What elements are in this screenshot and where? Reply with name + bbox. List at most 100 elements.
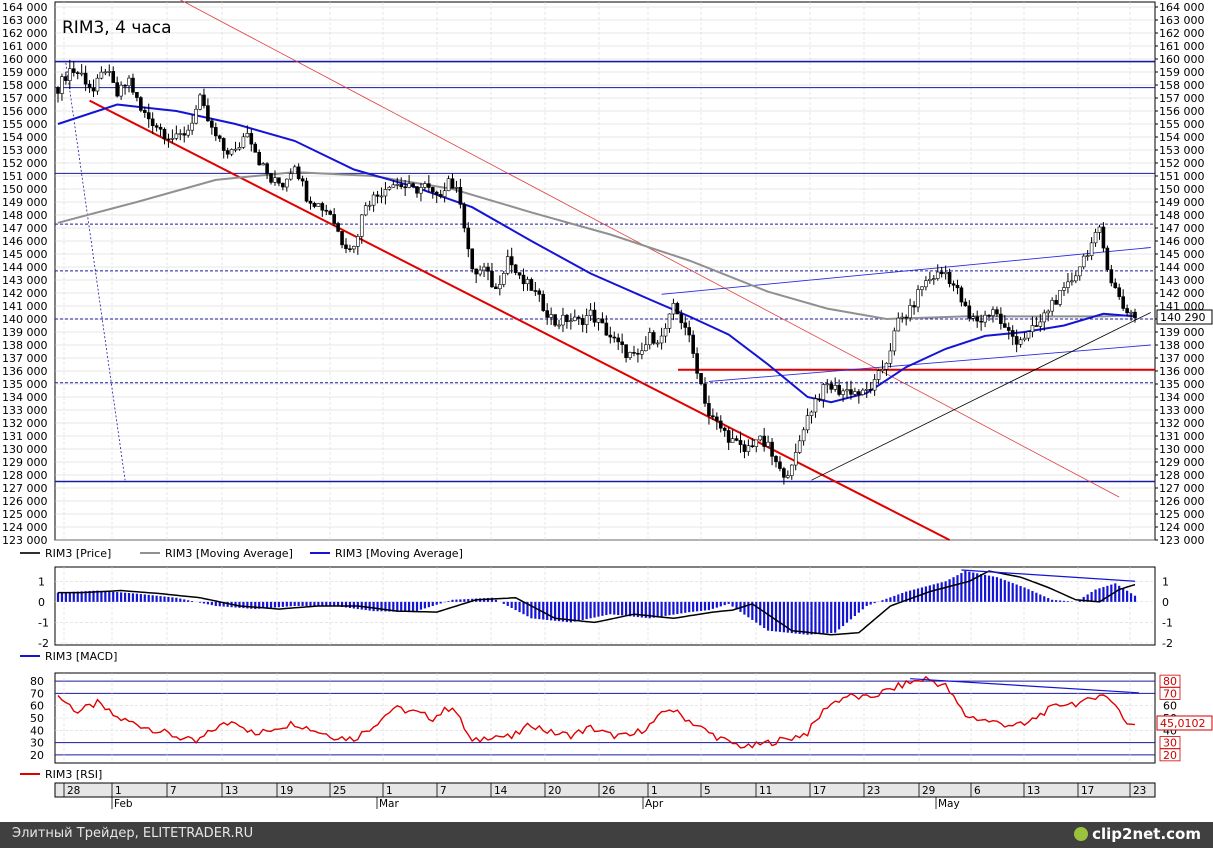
candle-body (722, 427, 727, 431)
candle-body (553, 314, 557, 326)
candle-body (1125, 308, 1129, 314)
candle-body (1085, 255, 1090, 257)
price-tick-left: 129 000 (2, 456, 48, 469)
candle-body (592, 309, 597, 323)
candle-body (912, 305, 916, 308)
candle-body (127, 77, 131, 87)
candle-body (257, 152, 261, 166)
candle-body (119, 84, 123, 97)
candle-body (939, 271, 944, 275)
candle-body (525, 279, 530, 285)
candle-body (190, 122, 194, 131)
candle-body (320, 203, 325, 211)
price-tick-right: 139 000 (1159, 326, 1205, 339)
candle-body (399, 184, 404, 188)
candle-body (797, 440, 802, 453)
candle-body (860, 389, 865, 395)
price-tick-right: 145 000 (1159, 248, 1205, 261)
candle-body (1129, 311, 1133, 314)
date-tick-label: 23 (1133, 785, 1146, 797)
price-tick-right: 148 000 (1159, 209, 1205, 222)
date-tick-label: 19 (280, 785, 293, 797)
candle-body (1113, 282, 1118, 289)
candle-body (1010, 330, 1015, 337)
candle-body (730, 438, 735, 443)
price-tick-right: 133 000 (1159, 404, 1205, 417)
legend-price: RIM3 [Price] (45, 547, 111, 560)
price-tick-left: 148 000 (2, 209, 48, 222)
candle-body (632, 352, 636, 354)
candle-body (490, 271, 494, 288)
candle-body (1054, 300, 1058, 305)
macd-tick-left: 1 (38, 575, 45, 588)
horizontal-levels (55, 60, 1155, 483)
price-tick-left: 133 000 (2, 404, 48, 417)
candle-body (955, 284, 960, 289)
candle-body (624, 344, 628, 358)
macd-tick-left: -2 (38, 637, 49, 650)
candle-body (139, 97, 143, 111)
candle-body (549, 314, 553, 318)
price-tick-right: 154 000 (1159, 131, 1205, 144)
candle-body (533, 290, 538, 292)
candle-body (304, 180, 309, 202)
candle-body (1030, 325, 1035, 333)
macd-tick-right: 0 (1162, 596, 1169, 609)
candle-body (920, 286, 924, 290)
price-tick-right: 160 000 (1159, 53, 1205, 66)
candle-body (442, 190, 447, 197)
candle-body (545, 310, 549, 318)
price-tick-left: 139 000 (2, 326, 48, 339)
rsi-panel: 8080707060605050404030302020 45,0102 RIM… (20, 672, 1213, 781)
month-label: Apr (645, 798, 664, 810)
candle-body (395, 184, 400, 186)
price-tick-left: 137 000 (2, 352, 48, 365)
price-tick-right: 124 000 (1159, 521, 1205, 534)
price-tick-left: 130 000 (2, 443, 48, 456)
price-tick-left: 141 000 (2, 300, 48, 313)
candle-body (474, 268, 478, 275)
candle-body (269, 173, 273, 183)
date-tick-label: 17 (813, 785, 826, 797)
macd-axis: 1 1 0 0 -1 -1 -2 -2 (38, 575, 1173, 650)
candle-body (427, 183, 431, 188)
candle-body (924, 280, 928, 288)
date-tick-label: 13 (1027, 785, 1040, 797)
rising-trendline (811, 312, 1151, 481)
candle-body (876, 370, 881, 380)
candle-body (87, 83, 92, 89)
candle-body (79, 72, 84, 75)
candle-body (916, 289, 920, 308)
candle-body (774, 456, 778, 463)
candle-body (75, 72, 80, 74)
candle-body (640, 350, 644, 355)
candle-body (123, 84, 127, 87)
rsi-tick-left: 50 (30, 712, 44, 725)
candle-body (154, 125, 159, 128)
price-tick-left: 140 000 (2, 313, 48, 326)
price-tick-right: 157 000 (1159, 92, 1205, 105)
candle-body (789, 464, 794, 476)
candle-body (450, 178, 455, 189)
price-tick-left: 128 000 (2, 469, 48, 482)
price-tick-right: 156 000 (1159, 105, 1205, 118)
candle-body (249, 133, 254, 145)
date-tick-label: 20 (548, 785, 561, 797)
price-tick-left: 158 000 (2, 79, 48, 92)
candle-body (466, 227, 471, 250)
candle-body (1046, 310, 1051, 314)
candle-body (738, 440, 743, 445)
candle-body (221, 138, 226, 151)
candle-body (979, 320, 983, 323)
candle-body (655, 342, 660, 345)
candle-body (529, 279, 534, 291)
candle-body (217, 135, 222, 139)
logo-icon (1074, 827, 1089, 841)
price-tick-right: 161 000 (1159, 40, 1205, 53)
legend: RIM3 [Price] RIM3 [Moving Average] RIM3 … (20, 547, 463, 560)
candle-body (608, 334, 613, 338)
candle-body (841, 390, 845, 395)
candle-body (868, 388, 873, 391)
price-tick-right: 137 000 (1159, 352, 1205, 365)
